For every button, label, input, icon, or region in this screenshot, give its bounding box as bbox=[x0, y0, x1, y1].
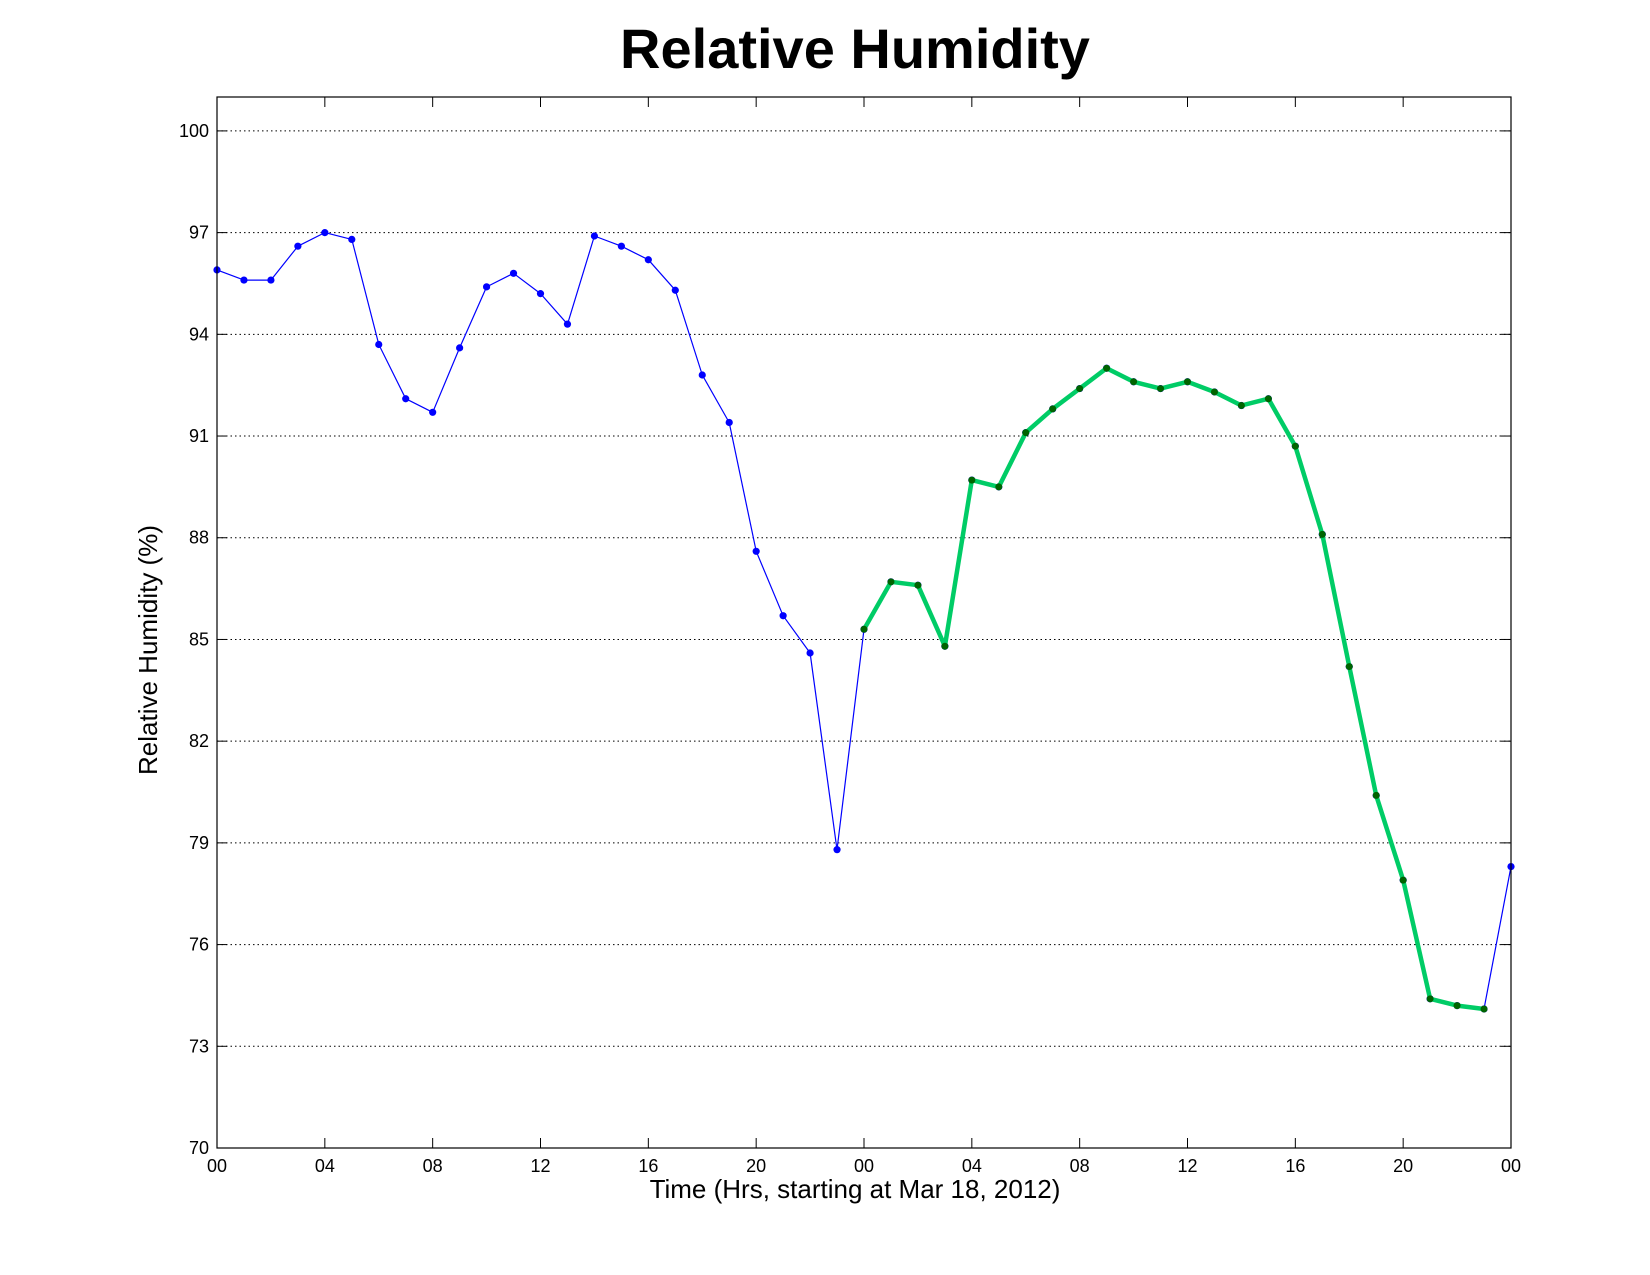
series-1-point bbox=[429, 408, 437, 416]
x-tick-label: 16 bbox=[1285, 1156, 1305, 1176]
series-1-point bbox=[536, 290, 545, 298]
series-1-point bbox=[725, 418, 733, 427]
series-1-point bbox=[617, 242, 625, 250]
chart-title: Relative Humidity bbox=[620, 17, 1090, 80]
x-tick-label: 20 bbox=[746, 1156, 766, 1176]
series-2-point bbox=[887, 578, 895, 586]
series-1-point bbox=[563, 320, 572, 328]
y-tick-label: 73 bbox=[189, 1036, 209, 1056]
gridlines bbox=[217, 130, 1511, 1047]
series-1-point bbox=[833, 846, 841, 854]
series-1-point bbox=[698, 371, 706, 379]
series-1-point bbox=[779, 612, 787, 620]
series-2-point bbox=[1049, 405, 1057, 413]
axis-ticks: 70 73 76 79 82 85 88 91 94 97 100 00 04 08 12 16 20 00 04 0… bbox=[179, 97, 1521, 1176]
series-2-point bbox=[860, 625, 868, 633]
series-2-point bbox=[1157, 385, 1165, 393]
series-2-point bbox=[1264, 395, 1272, 403]
y-tick-label: 79 bbox=[189, 833, 209, 853]
series-1-point bbox=[321, 229, 329, 237]
y-tick-label: 88 bbox=[189, 528, 209, 548]
y-tick-label: 97 bbox=[189, 223, 209, 243]
series-1-point bbox=[509, 269, 518, 277]
series-2-point bbox=[914, 581, 922, 589]
x-tick-label: 12 bbox=[1177, 1156, 1197, 1176]
x-tick-label: 00 bbox=[854, 1156, 874, 1176]
series-2-point bbox=[1130, 378, 1138, 386]
x-tick-label: 12 bbox=[530, 1156, 550, 1176]
y-tick-label: 94 bbox=[189, 324, 209, 344]
series-1-point bbox=[671, 286, 679, 294]
y-tick-label: 100 bbox=[179, 121, 209, 141]
series-2-point bbox=[1291, 442, 1299, 450]
series-2-point bbox=[1076, 385, 1084, 393]
y-tick-label: 70 bbox=[189, 1138, 209, 1158]
series-1-point bbox=[482, 283, 491, 291]
series-1-point bbox=[456, 344, 464, 352]
series-1-point bbox=[240, 276, 248, 284]
x-tick-label: 08 bbox=[423, 1156, 443, 1176]
series-1-point bbox=[267, 276, 275, 284]
series-1-point bbox=[806, 649, 814, 657]
series-2-point bbox=[1210, 388, 1218, 396]
series-line-2 bbox=[862, 365, 1485, 1012]
x-tick-label: 00 bbox=[207, 1156, 227, 1176]
plot-frame bbox=[216, 96, 1512, 1149]
series-2-point bbox=[1022, 429, 1030, 437]
series-2-point bbox=[941, 642, 949, 650]
x-tick-label: 08 bbox=[1070, 1156, 1090, 1176]
series-2-point bbox=[968, 476, 976, 484]
x-tick-label: 16 bbox=[638, 1156, 658, 1176]
x-tick-label: 20 bbox=[1393, 1156, 1413, 1176]
series-2-point bbox=[1372, 791, 1380, 799]
series-2-point bbox=[1237, 402, 1245, 410]
series-2-point bbox=[1480, 1005, 1488, 1013]
y-tick-label: 91 bbox=[189, 426, 209, 446]
series-1-point bbox=[644, 256, 652, 264]
x-axis-label: Time (Hrs, starting at Mar 18, 2012) bbox=[650, 1174, 1061, 1204]
x-tick-label: 04 bbox=[315, 1156, 335, 1176]
series-2-point bbox=[1318, 530, 1326, 538]
series-1-point bbox=[348, 235, 356, 243]
y-tick-label: 76 bbox=[189, 935, 209, 955]
series-2-point bbox=[1184, 378, 1191, 386]
series-2-point bbox=[1399, 876, 1407, 884]
series-1-point bbox=[752, 547, 760, 555]
series-1-point bbox=[402, 395, 410, 403]
series-2-point bbox=[1103, 364, 1111, 372]
x-tick-label: 04 bbox=[962, 1156, 982, 1176]
series-layer bbox=[213, 229, 1515, 1013]
y-axis-label: Relative Humidity (%) bbox=[133, 525, 163, 775]
x-tick-label: 00 bbox=[1501, 1156, 1521, 1176]
series-1-point bbox=[590, 232, 599, 240]
y-tick-label: 85 bbox=[189, 629, 209, 649]
series-2-point bbox=[1426, 995, 1434, 1003]
series-1-point bbox=[375, 340, 383, 349]
series-2-point bbox=[995, 483, 1003, 491]
series-1-point bbox=[294, 242, 302, 250]
y-tick-label: 82 bbox=[189, 731, 209, 751]
series-line-1 bbox=[216, 232, 1512, 1010]
series-2-point bbox=[1345, 663, 1353, 671]
series-2-point bbox=[1453, 1002, 1461, 1010]
